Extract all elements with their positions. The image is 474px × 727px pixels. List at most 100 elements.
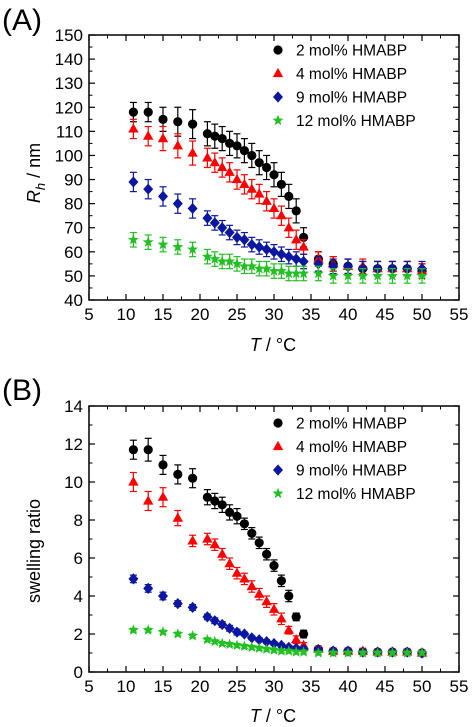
- data-point: [268, 265, 280, 276]
- data-point: [246, 183, 257, 193]
- y-tick-label: 2: [74, 625, 83, 644]
- data-point: [291, 234, 302, 244]
- data-point: [254, 188, 265, 198]
- data-point: [224, 166, 235, 176]
- data-point: [239, 519, 249, 529]
- data-point: [269, 561, 279, 571]
- data-point: [246, 632, 257, 644]
- data-point: [342, 270, 354, 281]
- data-point: [157, 626, 169, 637]
- data-point: [268, 603, 280, 613]
- data-point: [401, 270, 413, 281]
- data-point: [172, 140, 183, 150]
- data-point: [261, 243, 272, 256]
- data-point: [216, 637, 228, 649]
- data-point: [253, 262, 265, 274]
- data-point: [239, 573, 250, 583]
- data-point: [188, 119, 198, 129]
- data-point: [201, 250, 213, 262]
- y-tick-label: 140: [55, 50, 83, 69]
- y-tick-label: 100: [55, 146, 83, 165]
- data-point: [172, 628, 184, 639]
- y-axis-title: Rh / nm: [24, 143, 48, 203]
- x-tick-label: 35: [302, 677, 321, 696]
- legend-label: 4 mol% HMABP: [296, 439, 407, 456]
- data-point: [261, 636, 272, 648]
- y-axis-subscript: h: [33, 183, 48, 190]
- data-point: [416, 647, 428, 658]
- data-point: [217, 222, 228, 234]
- x-tick-label: 20: [191, 305, 210, 324]
- data-point: [283, 624, 294, 634]
- data-point: [239, 234, 250, 246]
- data-point: [224, 622, 235, 634]
- x-tick-label: 55: [450, 677, 469, 696]
- x-tick-label: 50: [413, 677, 432, 696]
- series-4: [127, 624, 428, 658]
- data-point: [172, 598, 183, 610]
- data-point: [283, 222, 294, 232]
- data-point: [343, 260, 353, 272]
- y-tick-label: 6: [74, 549, 83, 568]
- data-point: [269, 170, 279, 180]
- x-tick-label: 25: [228, 305, 247, 324]
- y-tick-label: 110: [56, 122, 83, 141]
- legend-marker: [272, 487, 284, 499]
- data-point: [128, 123, 139, 133]
- data-point: [269, 246, 279, 258]
- data-point: [187, 601, 198, 613]
- data-point: [372, 647, 384, 658]
- data-point: [209, 253, 221, 264]
- data-point: [187, 147, 198, 157]
- data-point: [357, 270, 369, 281]
- data-point: [209, 615, 220, 627]
- data-point: [231, 639, 243, 651]
- data-point: [298, 255, 309, 268]
- y-tick-label: 0: [74, 663, 83, 682]
- data-point: [276, 210, 287, 220]
- series-3: [128, 171, 427, 277]
- data-point: [298, 646, 310, 657]
- y-tick-label: 120: [55, 98, 83, 117]
- data-point: [210, 131, 220, 141]
- panel-a: (A) Rh / nm T / °C 5 10 15 20 25 30 35 40 45 50 55…: [2, 4, 468, 355]
- data-point: [202, 492, 212, 502]
- data-point: [262, 162, 272, 173]
- data-point: [128, 445, 138, 455]
- data-point: [262, 549, 272, 559]
- plot-frame: [88, 34, 460, 301]
- data-point: [187, 630, 199, 641]
- data-point: [231, 173, 243, 184]
- data-point: [172, 512, 183, 522]
- y-tick-label: 50: [64, 267, 83, 286]
- data-point: [254, 241, 265, 253]
- data-point: [143, 445, 153, 455]
- data-point: [201, 633, 213, 645]
- data-point: [158, 590, 168, 602]
- data-point: [202, 212, 213, 224]
- data-point: [202, 129, 212, 139]
- data-point: [401, 647, 413, 658]
- x-tick-label: 20: [191, 677, 210, 696]
- data-point: [128, 176, 139, 188]
- data-point: [416, 270, 428, 281]
- data-point: [173, 469, 183, 479]
- legend: 2 mol% HMABP 4 mol% HMABP 9 mol% HMABP 12 m…: [272, 43, 416, 130]
- y-axis-title: swelling ratio: [24, 499, 44, 603]
- data-point: [239, 178, 250, 188]
- y-tick-label: 60: [64, 243, 83, 262]
- data-point: [187, 535, 198, 545]
- legend-marker: [272, 114, 284, 126]
- data-point: [232, 626, 242, 638]
- panel-label: (A): [2, 4, 42, 37]
- data-point: [217, 500, 227, 510]
- x-axis-title: T / °C: [250, 335, 296, 355]
- y-axis-symbol: R: [24, 190, 44, 203]
- data-point: [143, 130, 154, 140]
- legend-marker: [272, 440, 284, 451]
- data-point: [128, 107, 138, 117]
- data-point: [232, 511, 242, 521]
- data-point: [253, 642, 265, 653]
- data-point: [298, 241, 309, 251]
